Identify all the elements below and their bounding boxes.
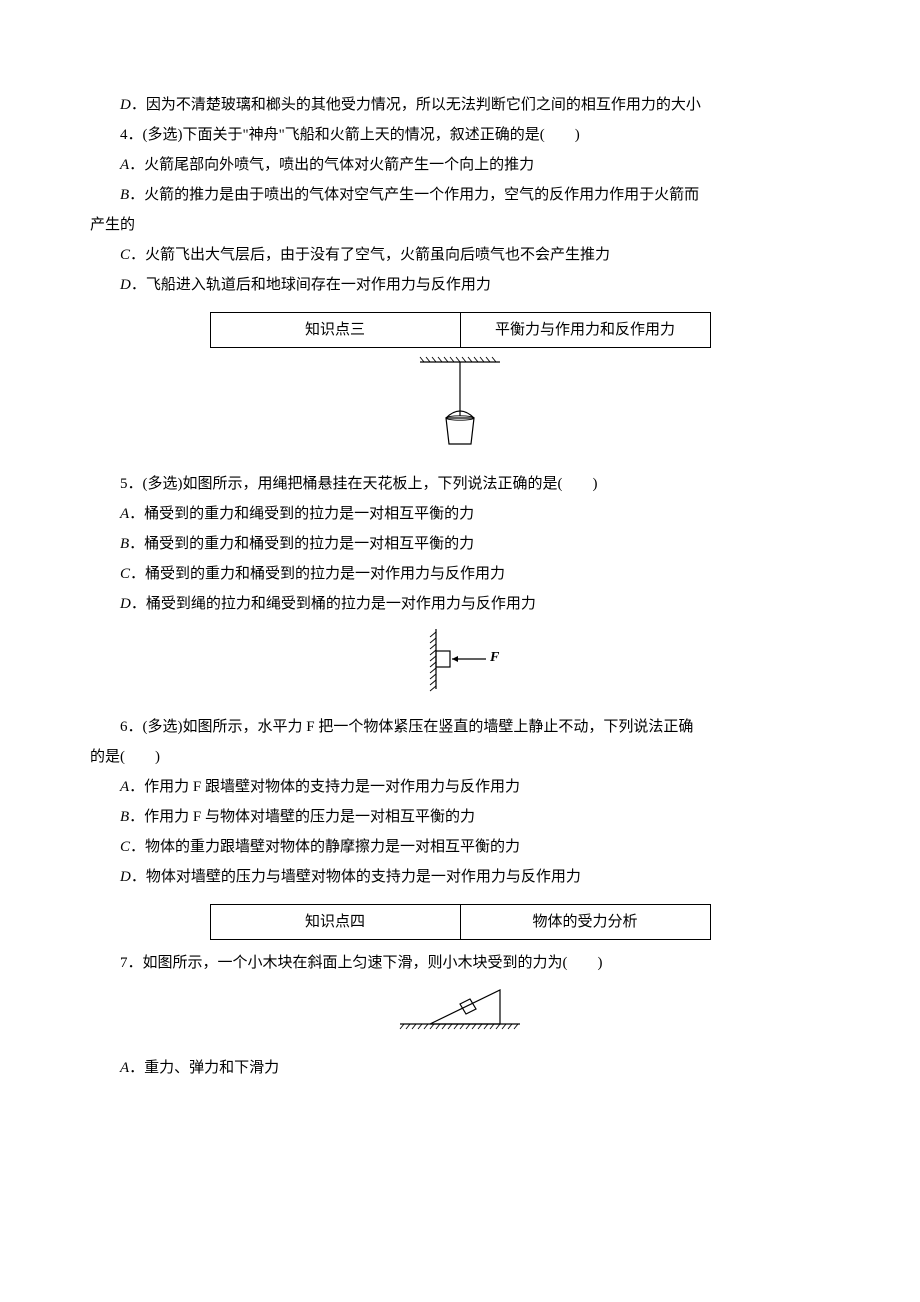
option-letter-c: C [120, 839, 130, 855]
q5-option-b: B．桶受到的重力和桶受到的拉力是一对相互平衡的力 [90, 529, 830, 559]
section3-label: 知识点三 [210, 313, 460, 348]
option-letter-b: B [120, 536, 129, 552]
q6-option-c: C．物体的重力跟墙壁对物体的静摩擦力是一对相互平衡的力 [90, 832, 830, 862]
option-letter-a: A [120, 779, 129, 795]
q5-option-a-text: ．桶受到的重力和绳受到的拉力是一对相互平衡的力 [129, 506, 474, 522]
section4-header: 知识点四 物体的受力分析 [210, 904, 711, 940]
bucket-diagram-svg [400, 356, 520, 452]
option-letter-a: A [120, 157, 129, 173]
q6-stem-line1: 6．(多选)如图所示，水平力 F 把一个物体紧压在竖直的墙壁上静止不动，下列说法… [90, 712, 830, 742]
incline-diagram-svg [390, 984, 530, 1036]
q5-stem: 5．(多选)如图所示，用绳把桶悬挂在天花板上，下列说法正确的是( ) [90, 469, 830, 499]
q5-option-c-text: ．桶受到的重力和桶受到的拉力是一对作用力与反作用力 [130, 566, 505, 582]
q4-option-c-text: ．火箭飞出大气层后，由于没有了空气，火箭虽向后喷气也不会产生推力 [130, 247, 610, 263]
q3-option-d: D．因为不清楚玻璃和榔头的其他受力情况，所以无法判断它们之间的相互作用力的大小 [90, 90, 830, 120]
q7-option-a-text: ．重力、弹力和下滑力 [129, 1060, 279, 1076]
section4-label: 知识点四 [210, 905, 460, 940]
option-letter-b: B [120, 809, 129, 825]
q6-stem-line2: 的是( ) [90, 742, 830, 772]
option-letter-d: D [120, 869, 131, 885]
section3-title: 平衡力与作用力和反作用力 [460, 313, 710, 348]
q3-option-d-text: ．因为不清楚玻璃和榔头的其他受力情况，所以无法判断它们之间的相互作用力的大小 [131, 97, 701, 113]
option-letter-a: A [120, 506, 129, 522]
incline-diagram [90, 984, 830, 1047]
q4-option-b-line2: 产生的 [90, 210, 830, 240]
q4-option-a-text: ．火箭尾部向外喷气，喷出的气体对火箭产生一个向上的推力 [129, 157, 534, 173]
option-letter-c: C [120, 566, 130, 582]
wall-block-diagram: F [90, 625, 830, 706]
q6-option-c-text: ．物体的重力跟墙壁对物体的静摩擦力是一对相互平衡的力 [130, 839, 520, 855]
q7-option-a: A．重力、弹力和下滑力 [90, 1053, 830, 1083]
svg-text:F: F [489, 650, 500, 665]
q5-option-b-text: ．桶受到的重力和桶受到的拉力是一对相互平衡的力 [129, 536, 474, 552]
option-letter-d: D [120, 97, 131, 113]
option-letter-a: A [120, 1060, 129, 1076]
option-letter-c: C [120, 247, 130, 263]
q5-option-d: D．桶受到绳的拉力和绳受到桶的拉力是一对作用力与反作用力 [90, 589, 830, 619]
option-letter-d: D [120, 277, 131, 293]
q6-option-a: A．作用力 F 跟墙壁对物体的支持力是一对作用力与反作用力 [90, 772, 830, 802]
bucket-diagram [90, 356, 830, 463]
q5-option-a: A．桶受到的重力和绳受到的拉力是一对相互平衡的力 [90, 499, 830, 529]
option-letter-d: D [120, 596, 131, 612]
q6-option-b: B．作用力 F 与物体对墙壁的压力是一对相互平衡的力 [90, 802, 830, 832]
q5-option-c: C．桶受到的重力和桶受到的拉力是一对作用力与反作用力 [90, 559, 830, 589]
q6-option-d-text: ．物体对墙壁的压力与墙壁对物体的支持力是一对作用力与反作用力 [131, 869, 581, 885]
q6-option-b-text: ．作用力 F 与物体对墙壁的压力是一对相互平衡的力 [129, 809, 475, 825]
q6-option-d: D．物体对墙壁的压力与墙壁对物体的支持力是一对作用力与反作用力 [90, 862, 830, 892]
section4-title: 物体的受力分析 [460, 905, 710, 940]
q4-option-b-text1: ．火箭的推力是由于喷出的气体对空气产生一个作用力，空气的反作用力作用于火箭而 [129, 187, 699, 203]
option-letter-b: B [120, 187, 129, 203]
q4-stem: 4．(多选)下面关于"神舟"飞船和火箭上天的情况，叙述正确的是( ) [90, 120, 830, 150]
q6-option-a-text: ．作用力 F 跟墙壁对物体的支持力是一对作用力与反作用力 [129, 779, 520, 795]
section3-header: 知识点三 平衡力与作用力和反作用力 [210, 312, 711, 348]
q4-option-c: C．火箭飞出大气层后，由于没有了空气，火箭虽向后喷气也不会产生推力 [90, 240, 830, 270]
q4-option-b-line1: B．火箭的推力是由于喷出的气体对空气产生一个作用力，空气的反作用力作用于火箭而 [90, 180, 830, 210]
q4-option-d: D．飞船进入轨道后和地球间存在一对作用力与反作用力 [90, 270, 830, 300]
q7-stem: 7．如图所示，一个小木块在斜面上匀速下滑，则小木块受到的力为( ) [90, 948, 830, 978]
wall-block-diagram-svg: F [410, 625, 510, 695]
q4-option-d-text: ．飞船进入轨道后和地球间存在一对作用力与反作用力 [131, 277, 491, 293]
q5-option-d-text: ．桶受到绳的拉力和绳受到桶的拉力是一对作用力与反作用力 [131, 596, 536, 612]
q4-option-a: A．火箭尾部向外喷气，喷出的气体对火箭产生一个向上的推力 [90, 150, 830, 180]
